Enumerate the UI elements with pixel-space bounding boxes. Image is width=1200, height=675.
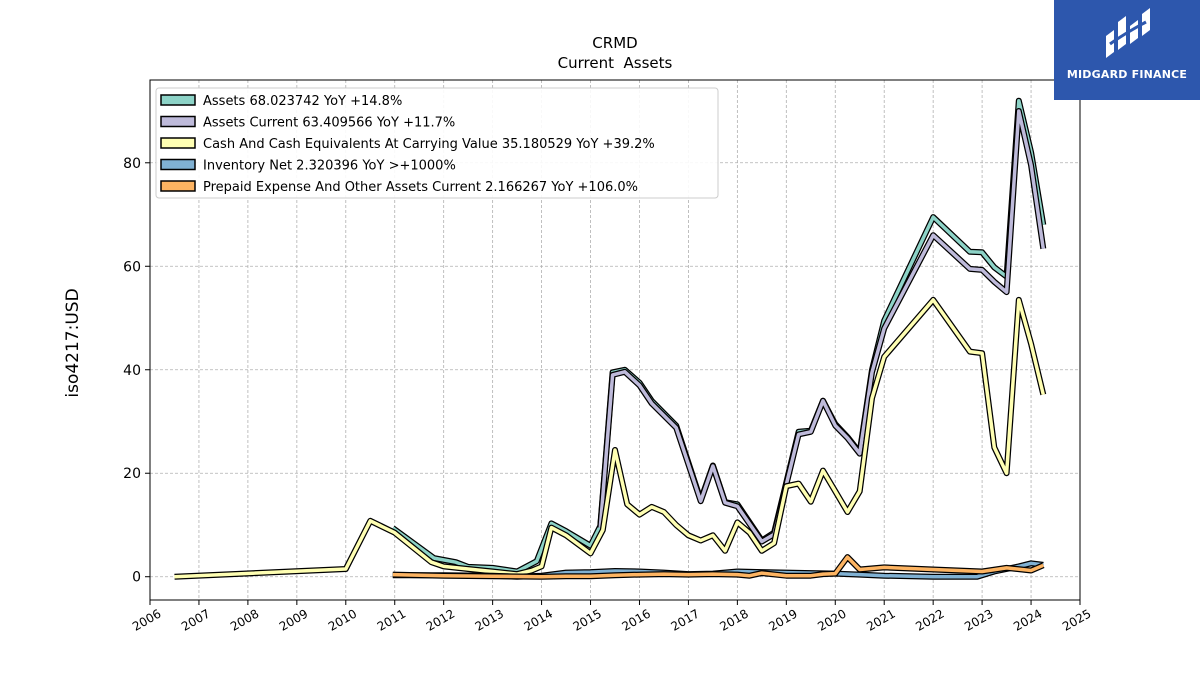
legend-swatch-0 xyxy=(160,94,196,106)
x-tick-label: 2023 xyxy=(962,606,995,633)
x-tick-label: 2017 xyxy=(668,606,701,633)
legend-swatch-2 xyxy=(160,137,196,149)
x-tick-label: 2016 xyxy=(620,606,653,633)
x-tick-label: 2006 xyxy=(130,606,163,633)
x-tick-label: 2024 xyxy=(1011,606,1044,633)
x-tick-label: 2018 xyxy=(717,606,750,633)
x-tick-label: 2013 xyxy=(473,606,506,633)
x-axis: 2006 2007 2008 2009 2010 2011 2012 2013 2014 2015… xyxy=(130,600,1094,634)
plot-frame xyxy=(149,79,1081,601)
y-axis-label: iso4217:USD xyxy=(63,288,83,397)
x-tick-label: 2014 xyxy=(522,606,555,633)
chart-subtitle: Current Assets xyxy=(558,54,673,72)
y-tick-label: 0 xyxy=(132,570,141,586)
legend-swatch-3 xyxy=(160,158,196,171)
series-line-2 xyxy=(174,298,1046,579)
legend-swatch-1 xyxy=(160,115,196,128)
x-tick-label: 2025 xyxy=(1060,606,1093,633)
x-tick-label: 2021 xyxy=(864,606,897,633)
series-line-1 xyxy=(598,109,1046,544)
x-tick-label: 2019 xyxy=(766,606,799,633)
legend-label-3: Inventory Net 2.320396 YoY >+1000% xyxy=(203,159,456,174)
logo-mark-icon xyxy=(1106,8,1150,58)
x-tick-label: 2007 xyxy=(179,606,212,633)
legend: Assets 68.023742 YoY +14.8% Assets Curren… xyxy=(155,87,719,199)
legend-swatch-4 xyxy=(160,180,196,192)
series-line-4 xyxy=(392,555,1044,579)
chart-title: CRMD xyxy=(592,34,637,52)
x-tick-label: 2015 xyxy=(571,606,604,633)
y-tick-label: 60 xyxy=(123,259,141,275)
legend-label-4: Prepaid Expense And Other Assets Current… xyxy=(203,180,638,195)
legend-label-0: Assets 68.023742 YoY +14.8% xyxy=(203,94,402,109)
x-tick-label: 2011 xyxy=(375,606,408,633)
x-tick-label: 2012 xyxy=(424,606,457,633)
x-tick-label: 2022 xyxy=(913,606,946,633)
logo-text: MIDGARD FINANCE xyxy=(1066,68,1188,81)
y-axis: 0 20 40 60 80 xyxy=(123,156,150,586)
midgard-finance-logo: MIDGARD FINANCE xyxy=(1054,0,1200,100)
series-lines xyxy=(174,97,1047,580)
x-tick-label: 2010 xyxy=(326,606,359,633)
y-tick-label: 20 xyxy=(123,466,141,482)
y-tick-label: 80 xyxy=(123,156,141,172)
x-tick-label: 2009 xyxy=(277,606,310,633)
x-tick-label: 2008 xyxy=(228,606,261,633)
y-tick-label: 40 xyxy=(123,363,141,379)
legend-box xyxy=(155,87,719,199)
legend-label-2: Cash And Cash Equivalents At Carrying Va… xyxy=(203,137,655,152)
legend-label-1: Assets Current 63.409566 YoY +11.7% xyxy=(203,116,455,131)
x-tick-label: 2020 xyxy=(815,606,848,633)
